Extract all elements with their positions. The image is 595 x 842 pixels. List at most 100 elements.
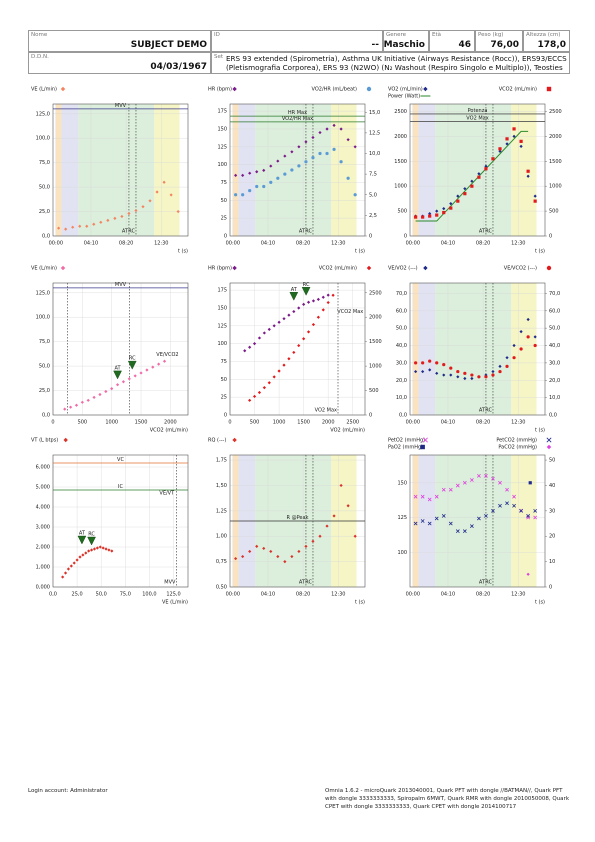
point [282, 317, 286, 321]
point [127, 377, 131, 381]
legend-label: HR (bpm) [208, 87, 232, 93]
zone [435, 104, 512, 236]
point [477, 473, 481, 478]
point [484, 375, 488, 379]
y2-tick-label: 1000 [369, 364, 382, 370]
legend-label: VCO2 (mL/min) [499, 87, 537, 93]
point [449, 366, 453, 370]
value: Maschio [383, 40, 425, 50]
threshold-label: AT [122, 229, 129, 235]
x-tick-label: 100,0 [142, 592, 156, 598]
x-axis-label: t (s) [535, 428, 545, 434]
y2-tick-label: 50 [549, 458, 555, 464]
point [234, 193, 238, 197]
point [428, 368, 432, 372]
point [526, 169, 530, 173]
legend-label: PetCO2 (mmHg) [496, 438, 537, 444]
threshold-label: RC [485, 580, 492, 586]
point [272, 324, 276, 328]
point [277, 320, 281, 324]
point [353, 193, 357, 197]
legend-marker [546, 437, 552, 443]
point [442, 373, 446, 377]
point [297, 549, 301, 554]
x-tick-label: 04:10 [441, 592, 455, 598]
x-tick-label: 04:10 [441, 420, 455, 426]
legend-label: PaCO2 (mmHg) [498, 445, 537, 451]
zone [418, 104, 436, 236]
point [491, 369, 495, 374]
point [85, 224, 89, 228]
point [255, 184, 259, 189]
zone [232, 104, 239, 236]
point [110, 387, 114, 391]
threshold-marker [87, 536, 96, 546]
point [318, 534, 322, 538]
point [316, 297, 320, 302]
point [519, 508, 523, 513]
zone [511, 455, 537, 587]
y-tick-label: 50,0 [39, 185, 50, 191]
point [127, 211, 131, 216]
point [290, 168, 294, 172]
point [526, 335, 530, 339]
point [57, 226, 61, 230]
point [78, 224, 82, 228]
y-tick-label: 125,0 [36, 290, 50, 296]
point [512, 494, 516, 499]
point [87, 549, 91, 553]
point [505, 142, 509, 146]
legend-label: VE (L/min) [31, 87, 57, 93]
x-tick-label: 08:20 [119, 241, 133, 247]
point [101, 546, 105, 550]
y-tick-label: 5,000 [36, 485, 50, 491]
y-tick-label: 50,0 [39, 364, 50, 370]
y-tick-label: 75,0 [39, 160, 50, 166]
point [519, 347, 523, 351]
cell: Peso (kg) 76,00 [475, 30, 523, 52]
point [484, 473, 488, 478]
point [63, 571, 68, 575]
x-tick-label: 50,0 [96, 592, 107, 598]
legend-label: HR (bpm) [208, 266, 232, 272]
point [66, 567, 71, 571]
point [339, 160, 343, 164]
x-axis-label: t (s) [178, 249, 188, 255]
point [456, 194, 460, 198]
y-tick-label: 0,50 [216, 585, 227, 591]
point [306, 300, 311, 304]
legend-marker [232, 86, 237, 92]
reference-label: Potenza [468, 108, 488, 114]
point [63, 407, 67, 411]
login: Login account: Administrator [28, 788, 108, 794]
point [84, 551, 88, 555]
point [339, 483, 343, 488]
point [316, 315, 320, 319]
frame [229, 282, 366, 416]
point [148, 199, 152, 203]
legend-label: VE/VO2 (---) [388, 266, 418, 272]
y-tick-label: 0,0 [42, 413, 50, 419]
point [287, 313, 291, 317]
point [252, 342, 257, 346]
y-tick-label: 75 [221, 180, 227, 186]
point [290, 150, 294, 154]
legend-label: Power (Watt) [388, 94, 420, 100]
y-tick-label: 25 [221, 216, 227, 222]
legend-marker [63, 437, 68, 443]
frame [52, 282, 189, 416]
point [428, 211, 432, 216]
point [498, 503, 502, 508]
y-tick-label: 0 [224, 234, 227, 240]
y2-tick-label: 2000 [549, 134, 562, 140]
x-axis-label: t (s) [535, 600, 545, 606]
point [318, 151, 322, 156]
point [64, 227, 68, 231]
y-tick-label: 50 [221, 377, 227, 383]
x-tick-label: 00:00 [406, 420, 420, 426]
point [234, 173, 238, 177]
software: Omnia 1.6.2 - microQuark 2013040001, Qua… [325, 788, 569, 810]
x-axis-label: t (s) [535, 249, 545, 255]
y-tick-label: 150 [217, 126, 227, 132]
point [533, 335, 537, 339]
